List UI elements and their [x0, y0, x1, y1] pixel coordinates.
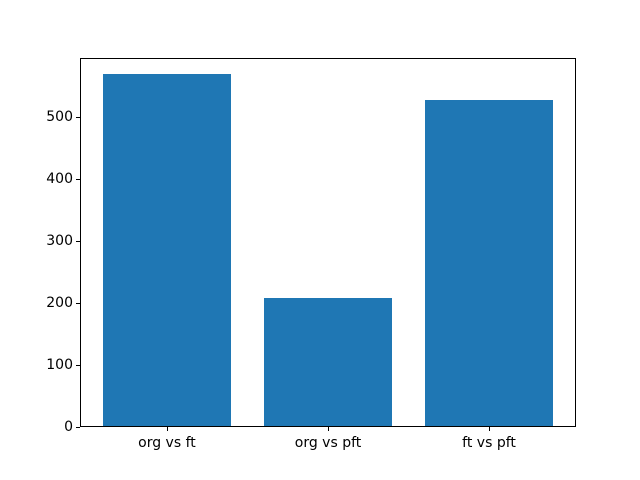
- y-tick-label: 100: [46, 357, 73, 374]
- x-tick-mark: [166, 427, 168, 431]
- y-tick-mark: [76, 179, 80, 181]
- y-tick-label: 0: [64, 419, 73, 435]
- y-tick-mark: [76, 365, 80, 367]
- plot-area: [80, 58, 576, 427]
- y-tick-label: 400: [46, 171, 73, 188]
- bar-org-vs-pft: [263, 298, 393, 426]
- bar-org-vs-ft: [102, 74, 232, 426]
- y-tick-label: 500: [46, 109, 73, 126]
- y-tick-label: 200: [46, 295, 73, 312]
- y-tick-mark: [76, 117, 80, 119]
- x-tick-mark: [489, 427, 491, 431]
- y-tick-mark: [76, 241, 80, 243]
- x-tick-label: org vs pft: [294, 435, 362, 451]
- y-tick-mark: [76, 303, 80, 305]
- y-tick-label: 300: [46, 233, 73, 250]
- x-tick-label: org vs ft: [138, 435, 196, 451]
- x-tick-mark: [328, 427, 329, 431]
- x-tick-label: ft vs pft: [462, 435, 516, 451]
- y-tick-mark: [76, 427, 80, 428]
- bar-ft-vs-pft: [424, 99, 554, 426]
